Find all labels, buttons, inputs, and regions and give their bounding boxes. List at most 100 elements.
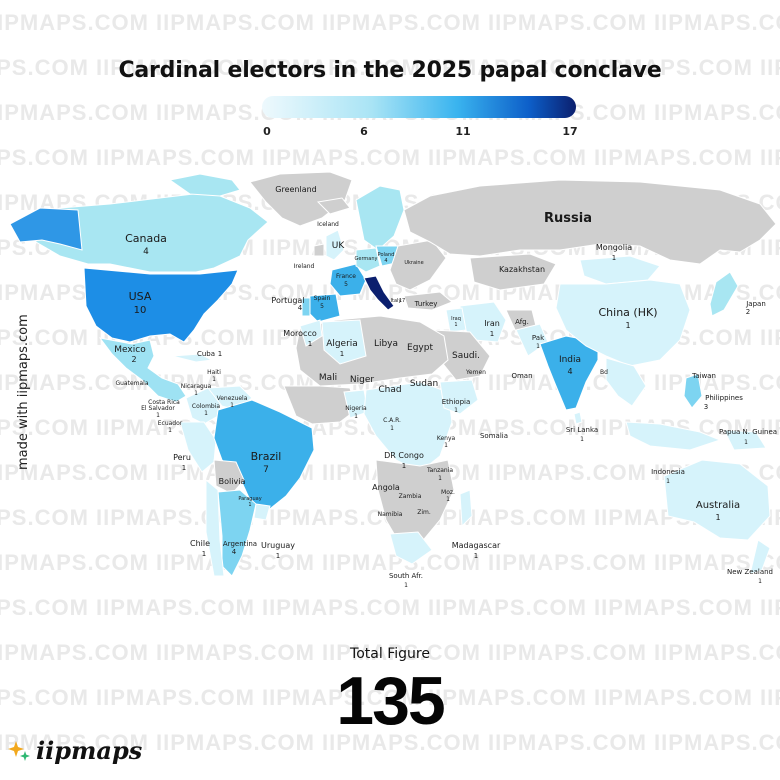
country-sri-lanka	[573, 411, 583, 425]
label-tanzania-count: 1	[438, 475, 442, 482]
label-chile: Chile	[190, 539, 210, 548]
label-france: France	[336, 273, 356, 280]
label-iran: Iran	[484, 319, 500, 328]
label-indonesia: Indonesia	[651, 468, 685, 476]
label-afghanistan: Afg.	[515, 318, 529, 326]
label-mexico-count: 2	[131, 355, 136, 364]
country-portugal	[301, 297, 311, 317]
label-kazakhstan: Kazakhstan	[499, 265, 545, 274]
country-southeast-asia	[605, 357, 647, 407]
label-canada-count: 4	[143, 247, 149, 257]
label-colombia: Colombia	[192, 403, 221, 410]
label-papua: Papua N. Guinea	[719, 428, 777, 436]
label-paraguay-count: 1	[248, 502, 251, 508]
label-portugal-count: 4	[298, 304, 303, 312]
brand-logo: iipmaps	[8, 736, 142, 765]
label-new-zealand-count: 1	[758, 578, 762, 585]
label-spain: Spain	[314, 295, 331, 302]
country-chile	[205, 478, 225, 577]
label-usa-count: 10	[134, 305, 147, 316]
sparkle-icon	[8, 740, 30, 761]
label-nicaragua: Nicaragua	[181, 383, 212, 390]
label-australia: Australia	[696, 500, 740, 511]
label-iran-count: 1	[490, 330, 494, 338]
label-algeria: Algeria	[326, 339, 358, 349]
map-title: Cardinal electors in the 2025 papal conc…	[118, 58, 662, 83]
label-ukraine: Ukraine	[404, 260, 423, 266]
label-philippines-count: 3	[704, 403, 708, 411]
label-ireland: Ireland	[294, 263, 315, 270]
label-brazil-count: 7	[263, 465, 269, 475]
label-mozambique: Moz.	[441, 489, 455, 496]
country-ethiopia	[439, 379, 479, 415]
label-spain-count: 5	[320, 303, 324, 310]
label-mongolia-count: 1	[612, 254, 616, 262]
label-mozambique-count: 1	[446, 496, 450, 503]
country-ireland	[313, 243, 325, 257]
label-china-count: 1	[625, 321, 630, 330]
country-papua	[723, 429, 767, 451]
label-south-africa: South Afr.	[389, 572, 423, 580]
label-philippines: Philippines	[705, 394, 743, 402]
label-costa-rica: Costa Rica	[148, 399, 180, 406]
label-poland: Poland	[378, 252, 395, 258]
label-car: C.A.R.	[383, 417, 401, 424]
label-zambia: Zambia	[399, 493, 422, 500]
country-argentina	[217, 489, 257, 577]
label-dr-congo: DR Congo	[384, 451, 424, 460]
country-japan	[709, 271, 739, 317]
label-germany: Germany	[355, 256, 378, 262]
country-brazil	[213, 399, 315, 513]
label-yemen: Yemen	[465, 369, 486, 376]
country-scandinavia	[355, 185, 405, 251]
country-morocco	[299, 319, 323, 347]
label-iceland: Iceland	[317, 221, 339, 228]
label-pakistan-count: 1	[536, 343, 540, 350]
label-canada: Canada	[125, 232, 167, 245]
label-oman: Oman	[511, 372, 532, 380]
label-somalia: Somalia	[480, 432, 508, 440]
label-saudi: Saudi.	[452, 351, 480, 361]
label-chad: Chad	[378, 385, 401, 395]
label-poland-count: 4	[384, 258, 387, 264]
label-algeria-count: 1	[340, 350, 344, 358]
label-colombia-count: 1	[204, 410, 208, 417]
label-paraguay: Paraguay	[238, 496, 261, 502]
label-india-count: 4	[567, 367, 572, 376]
label-indonesia-count: 1	[666, 478, 670, 485]
country-china	[555, 279, 691, 367]
label-sudan: Sudan	[410, 379, 438, 389]
label-italy-count: 17	[399, 298, 405, 304]
label-uruguay: Uruguay	[261, 541, 295, 550]
label-ethiopia: Ethiopia	[442, 398, 471, 406]
label-nicaragua-count: 1	[194, 390, 198, 397]
label-argentina: Argentina	[223, 540, 257, 548]
label-mali: Mali	[319, 373, 337, 383]
legend-tick-17: 17	[562, 125, 578, 138]
country-west-africa	[283, 385, 357, 425]
label-el-salvador: El Salvador	[141, 405, 175, 412]
country-iceland	[316, 197, 351, 215]
label-namibia: Namibia	[378, 511, 403, 518]
label-kenya: Kenya	[437, 435, 456, 442]
label-sri-lanka-count: 1	[580, 436, 584, 443]
label-dr-congo-count: 1	[402, 462, 406, 470]
label-zimbabwe: Zim.	[417, 509, 431, 516]
label-guatemala: Guatemala	[115, 380, 148, 387]
legend-tick-11: 11	[455, 125, 471, 138]
label-south-africa-count: 1	[404, 582, 408, 589]
country-uruguay	[253, 503, 271, 521]
country-russia	[403, 179, 777, 265]
label-morocco-count: 1	[308, 340, 312, 348]
label-venezuela-count: 1	[230, 402, 234, 409]
label-iraq-count: 1	[454, 322, 457, 328]
country-turkey	[403, 291, 453, 311]
country-uk	[325, 229, 345, 261]
country-italy	[363, 275, 395, 311]
watermark-row: IIPMAPS.COM IIPMAPS.COM IIPMAPS.COM IIPM…	[0, 10, 780, 35]
brand-name: iipmaps	[36, 736, 143, 765]
label-japan: Japan	[745, 300, 766, 308]
label-iraq: Iraq	[451, 316, 461, 322]
label-car-count: 1	[390, 425, 394, 432]
world-map: Greenland Canada 4 USA 10 Mexico 2 Cuba …	[9, 171, 777, 589]
